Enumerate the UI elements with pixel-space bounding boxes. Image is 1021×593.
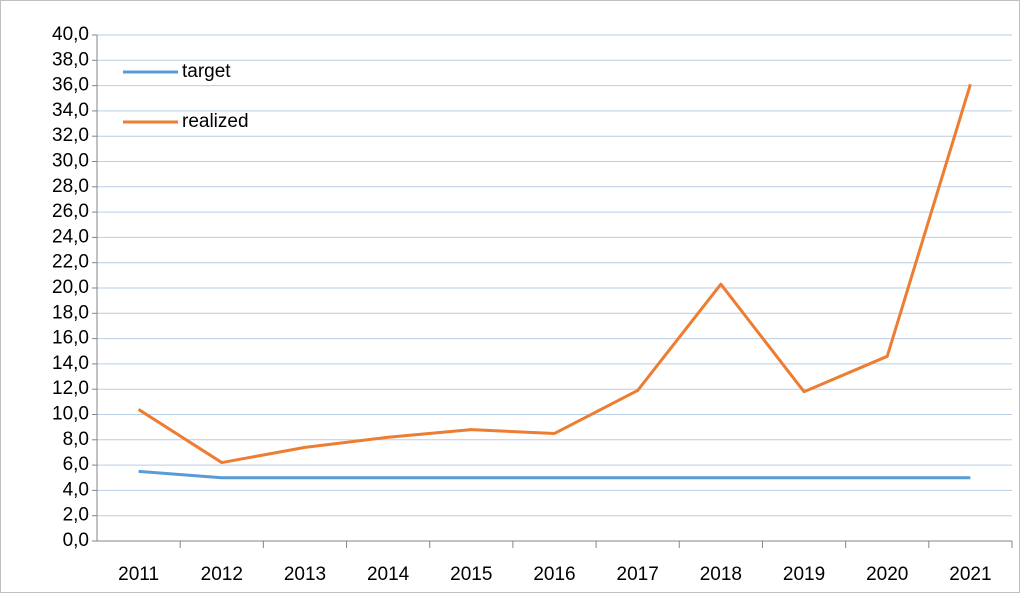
y-tick-label: 2,0 [63,505,89,526]
y-tick-label: 34,0 [52,100,89,121]
y-tick-label: 24,0 [52,226,89,247]
y-tick-label: 14,0 [52,353,89,374]
y-tick-label: 30,0 [52,151,89,172]
y-tick-label: 10,0 [52,404,89,425]
y-tick-label: 40,0 [52,24,89,45]
y-tick-label: 4,0 [63,479,89,500]
y-tick-label: 8,0 [63,429,89,450]
x-tick-label: 2020 [866,564,908,585]
x-tick-label: 2013 [284,564,326,585]
y-tick-label: 0,0 [63,530,89,551]
x-tick-label: 2015 [450,564,492,585]
y-tick-label: 20,0 [52,277,89,298]
y-tick-label: 26,0 [52,201,89,222]
y-tick-label: 32,0 [52,125,89,146]
y-tick-label: 12,0 [52,378,89,399]
series-line [137,83,972,465]
legend-label: realized [182,111,249,132]
legend-label: target [182,61,231,82]
x-tick-label: 2019 [783,564,825,585]
y-tick-label: 6,0 [63,454,89,475]
x-tick-label: 2021 [949,564,991,585]
y-tick-label: 18,0 [52,302,89,323]
y-tick-label: 38,0 [52,49,89,70]
x-tick-label: 2014 [367,564,410,585]
x-tick-label: 2012 [201,564,243,585]
y-tick-label: 36,0 [52,75,89,96]
x-tick-label: 2016 [533,564,575,585]
x-tick-label: 2011 [118,564,159,585]
y-tick-label: 28,0 [52,176,89,197]
y-tick-label: 16,0 [52,328,89,349]
series-line [138,469,971,480]
x-tick-label: 2018 [700,564,742,585]
x-tick-label: 2017 [617,564,659,585]
y-tick-label: 22,0 [52,252,89,273]
